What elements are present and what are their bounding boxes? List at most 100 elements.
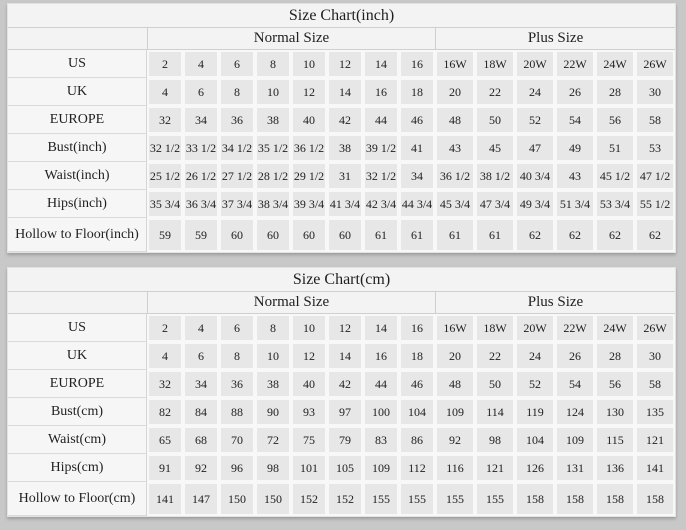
size-cell: 101 bbox=[291, 454, 327, 482]
table-row: Waist(cm) 65 68 70 72 75 79 83 86 92 98 104 109 115 12… bbox=[8, 426, 676, 454]
row-label: Hips(inch) bbox=[8, 190, 147, 218]
row-label: US bbox=[8, 50, 147, 78]
size-cell: 48 bbox=[435, 106, 475, 134]
size-cell: 2 bbox=[147, 314, 183, 342]
size-cell: 28 1/2 bbox=[255, 162, 291, 190]
size-cell: 86 bbox=[399, 426, 435, 454]
size-cell: 36 3/4 bbox=[183, 190, 219, 218]
table-row: Bust(cm) 82 84 88 90 93 97 100 104 109 114 119 124 13… bbox=[8, 398, 676, 426]
size-cell: 152 bbox=[291, 482, 327, 516]
size-cell: 105 bbox=[327, 454, 363, 482]
table-row: Hollow to Floor(inch) 59 59 60 60 60 60 61 61 61 6… bbox=[8, 218, 676, 252]
size-cell: 16 bbox=[363, 78, 399, 106]
size-cell: 96 bbox=[219, 454, 255, 482]
size-cell: 10 bbox=[291, 50, 327, 78]
size-cell: 158 bbox=[555, 482, 595, 516]
size-cell: 42 bbox=[327, 370, 363, 398]
size-cell: 121 bbox=[635, 426, 676, 454]
size-cell: 12 bbox=[327, 50, 363, 78]
size-cell: 26W bbox=[635, 50, 676, 78]
size-cell: 114 bbox=[475, 398, 515, 426]
table-row: US 2 4 6 8 10 12 14 16 16W 18W 20W 22W 24W 26W bbox=[8, 50, 676, 78]
group-header-normal: Normal Size bbox=[147, 292, 435, 314]
corner-cell bbox=[8, 28, 147, 50]
size-cell: 135 bbox=[635, 398, 676, 426]
size-cell: 16 bbox=[399, 314, 435, 342]
size-cell: 56 bbox=[595, 370, 635, 398]
size-cell: 32 1/2 bbox=[147, 134, 183, 162]
row-label: Hips(cm) bbox=[8, 454, 147, 482]
size-cell: 24 bbox=[515, 342, 555, 370]
size-cell: 4 bbox=[183, 50, 219, 78]
size-cell: 155 bbox=[435, 482, 475, 516]
size-cell: 20W bbox=[515, 50, 555, 78]
size-cell: 18W bbox=[475, 50, 515, 78]
size-cell: 40 3/4 bbox=[515, 162, 555, 190]
size-cell: 55 1/2 bbox=[635, 190, 676, 218]
row-label: UK bbox=[8, 342, 147, 370]
size-cell: 12 bbox=[291, 78, 327, 106]
size-cell: 84 bbox=[183, 398, 219, 426]
page: Size Chart(inch) Normal Size Plus Size U… bbox=[7, 3, 677, 517]
size-cell: 61 bbox=[399, 218, 435, 252]
size-cell: 72 bbox=[255, 426, 291, 454]
size-chart-inch-table: Size Chart(inch) Normal Size Plus Size U… bbox=[7, 3, 677, 253]
size-cell: 27 1/2 bbox=[219, 162, 255, 190]
size-cell: 60 bbox=[219, 218, 255, 252]
size-cell: 30 bbox=[635, 342, 676, 370]
size-cell: 45 bbox=[475, 134, 515, 162]
size-cell: 42 3/4 bbox=[363, 190, 399, 218]
size-cell: 38 3/4 bbox=[255, 190, 291, 218]
table-row: EUROPE 32 34 36 38 40 42 44 46 48 50 52 54 56 58 bbox=[8, 106, 676, 134]
table-row: Waist(inch) 25 1/2 26 1/2 27 1/2 28 1/2 29 1/… bbox=[8, 162, 676, 190]
size-cell: 59 bbox=[147, 218, 183, 252]
size-cell: 53 3/4 bbox=[595, 190, 635, 218]
chart-title-row: Size Chart(inch) bbox=[8, 4, 676, 28]
size-cell: 34 bbox=[183, 106, 219, 134]
size-cell: 112 bbox=[399, 454, 435, 482]
row-label: Waist(cm) bbox=[8, 426, 147, 454]
table-row: UK 4 6 8 10 12 14 16 18 20 22 24 26 28 30 bbox=[8, 78, 676, 106]
size-cell: 39 3/4 bbox=[291, 190, 327, 218]
size-cell: 61 bbox=[435, 218, 475, 252]
table-row: Hips(cm) 91 92 96 98 101 105 109 112 116 121 126 131… bbox=[8, 454, 676, 482]
row-label: US bbox=[8, 314, 147, 342]
size-cell: 33 1/2 bbox=[183, 134, 219, 162]
size-cell: 141 bbox=[635, 454, 676, 482]
size-cell: 49 3/4 bbox=[515, 190, 555, 218]
row-label: Hollow to Floor(cm) bbox=[8, 482, 147, 516]
size-cell: 24W bbox=[595, 50, 635, 78]
size-cell: 43 bbox=[555, 162, 595, 190]
size-cell: 90 bbox=[255, 398, 291, 426]
size-cell: 22W bbox=[555, 314, 595, 342]
size-cell: 158 bbox=[595, 482, 635, 516]
size-cell: 48 bbox=[435, 370, 475, 398]
size-cell: 6 bbox=[219, 50, 255, 78]
size-cell: 59 bbox=[183, 218, 219, 252]
size-cell: 34 bbox=[399, 162, 435, 190]
size-cell: 52 bbox=[515, 106, 555, 134]
size-cell: 98 bbox=[255, 454, 291, 482]
size-cell: 97 bbox=[327, 398, 363, 426]
size-cell: 82 bbox=[147, 398, 183, 426]
size-cell: 45 1/2 bbox=[595, 162, 635, 190]
size-cell: 88 bbox=[219, 398, 255, 426]
size-cell: 53 bbox=[635, 134, 676, 162]
size-cell: 35 1/2 bbox=[255, 134, 291, 162]
size-chart-cm-body: US 2 4 6 8 10 12 14 16 16W 18W 20W 22W 24W 26W UK 4 6 8 10 1… bbox=[8, 314, 676, 516]
size-cell: 38 1/2 bbox=[475, 162, 515, 190]
size-cell: 52 bbox=[515, 370, 555, 398]
size-cell: 12 bbox=[291, 342, 327, 370]
size-cell: 20 bbox=[435, 78, 475, 106]
size-cell: 49 bbox=[555, 134, 595, 162]
group-header-plus: Plus Size bbox=[435, 292, 676, 314]
size-cell: 32 bbox=[147, 370, 183, 398]
table-row: Bust(inch) 32 1/2 33 1/2 34 1/2 35 1/2 36 1/2… bbox=[8, 134, 676, 162]
row-label: Hollow to Floor(inch) bbox=[8, 218, 147, 252]
size-cell: 121 bbox=[475, 454, 515, 482]
size-cell: 16W bbox=[435, 314, 475, 342]
size-cell: 43 bbox=[435, 134, 475, 162]
size-cell: 155 bbox=[363, 482, 399, 516]
size-cell: 62 bbox=[635, 218, 676, 252]
size-cell: 51 3/4 bbox=[555, 190, 595, 218]
